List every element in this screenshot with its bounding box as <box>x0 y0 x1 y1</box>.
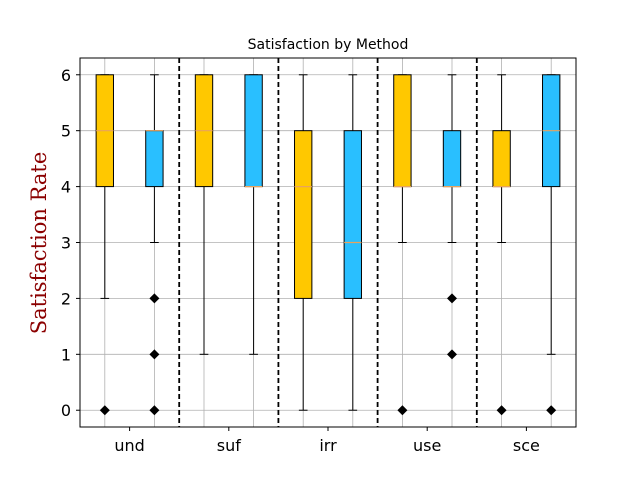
box-irr-series-0 <box>294 130 313 299</box>
chart-title: Satisfaction by Method <box>248 37 409 53</box>
y-tick-label: 4 <box>61 178 71 197</box>
box-use-series-1 <box>442 130 462 188</box>
y-axis-label: Satisfaction Rate <box>27 152 51 335</box>
plot-area: 0 1 2 3 4 5 6 und suf irr use sce <box>61 57 577 455</box>
outlier-marker <box>99 405 110 416</box>
outlier-marker <box>447 293 457 304</box>
y-tick-label: 2 <box>61 289 71 308</box>
box-irr-series-1 <box>343 130 362 299</box>
outlier-marker <box>149 293 160 304</box>
box-und-series-1 <box>145 130 164 188</box>
box-use-series-0 <box>393 74 412 188</box>
x-tick-label-sce: sce <box>513 436 540 455</box>
x-tick-label-suf: suf <box>217 436 241 455</box>
y-tick-label: 1 <box>61 345 71 364</box>
outlier-marker <box>397 405 408 416</box>
box-sce-series-0 <box>492 130 511 188</box>
outlier-marker <box>447 349 457 360</box>
x-tick-label-und: und <box>114 436 144 455</box>
outlier-marker <box>496 405 507 416</box>
y-tick-label: 3 <box>61 234 71 253</box>
x-tick-label-use: use <box>413 436 441 455</box>
outlier-marker <box>149 349 160 360</box>
x-tick-label-irr: irr <box>319 436 337 455</box>
y-tick-label: 6 <box>61 66 71 85</box>
y-tick-label: 0 <box>61 401 71 420</box>
y-tick-label: 5 <box>61 122 71 141</box>
outlier-marker <box>546 405 557 416</box>
outlier-marker <box>149 405 160 416</box>
box-suf-series-1 <box>244 74 263 188</box>
